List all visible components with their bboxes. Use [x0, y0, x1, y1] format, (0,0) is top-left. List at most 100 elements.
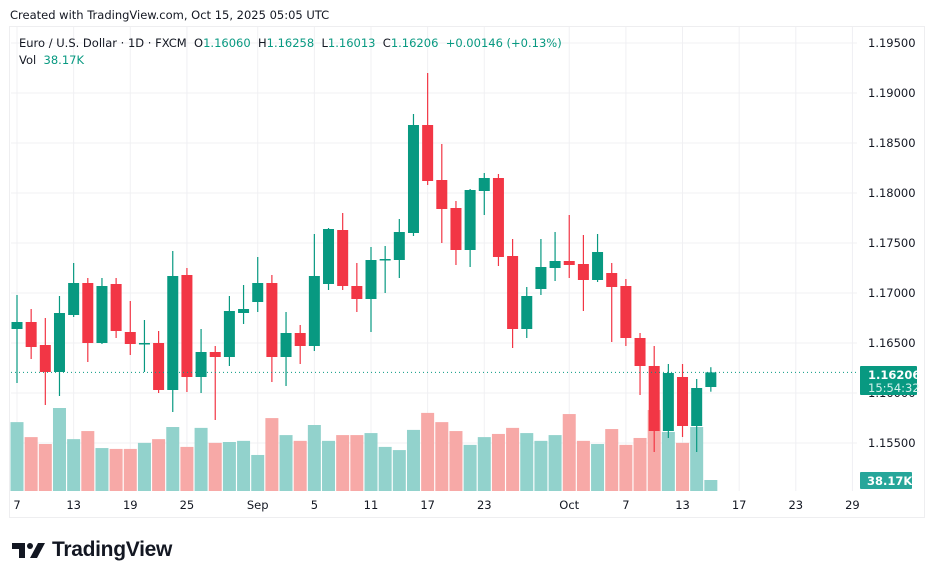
candle[interactable] [577, 235, 589, 311]
candle-body [563, 261, 575, 265]
volume-bar [123, 448, 137, 491]
candle[interactable] [280, 312, 292, 386]
candle[interactable] [238, 285, 250, 324]
candle[interactable] [351, 263, 363, 312]
time-axis: 7 13 19 25 Sep 5 11 17 23 Oct 7 13 17 23 29 [13, 498, 859, 512]
candle-body [294, 333, 306, 346]
candle[interactable] [563, 215, 575, 278]
volume-bar [67, 439, 81, 491]
candle[interactable] [407, 114, 419, 236]
candle-body [280, 333, 292, 357]
tradingview-logo[interactable]: TradingView [12, 538, 172, 562]
candle[interactable] [478, 173, 490, 215]
volume-badge: 38.17K [860, 472, 913, 489]
candle[interactable] [11, 295, 23, 383]
candle-body [39, 345, 51, 372]
time-tick-label: 17 [420, 498, 435, 512]
candle[interactable] [294, 325, 306, 364]
volume-bar [435, 422, 449, 491]
candle[interactable] [252, 257, 264, 312]
candle[interactable] [634, 333, 646, 395]
candle[interactable] [124, 301, 136, 355]
candle[interactable] [492, 174, 504, 266]
volume-line: Vol 38.17K [19, 52, 562, 69]
price-tick-label: 1.18500 [868, 136, 916, 150]
candle[interactable] [549, 232, 561, 281]
volume-bar [222, 442, 236, 491]
candle[interactable] [677, 364, 689, 437]
candle[interactable] [450, 201, 462, 265]
candle[interactable] [308, 234, 320, 351]
price-tick-label: 1.19500 [868, 36, 916, 50]
candle[interactable] [68, 263, 80, 317]
volume-bar [364, 433, 378, 491]
volume-bar [406, 429, 420, 491]
candle[interactable] [379, 246, 391, 293]
volume-bar [421, 412, 435, 491]
candle[interactable] [96, 278, 108, 344]
candle-body [68, 283, 80, 315]
candle[interactable] [648, 346, 660, 452]
volume-bar [506, 427, 520, 491]
candle[interactable] [691, 379, 703, 452]
volume-bar [180, 446, 194, 491]
volume-bar [562, 414, 576, 491]
time-tick-label: 5 [311, 498, 318, 512]
candle[interactable] [422, 73, 434, 185]
candle[interactable] [266, 275, 278, 382]
volume-bar [52, 408, 66, 491]
candle-body [620, 286, 632, 338]
candle-body [521, 296, 533, 329]
volume-bar [449, 431, 463, 491]
symbol-description[interactable]: Euro / U.S. Dollar · 1D · FXCM [19, 36, 187, 50]
volume-bar [322, 440, 336, 491]
candle[interactable] [662, 364, 674, 438]
candle[interactable] [138, 320, 150, 372]
candle[interactable] [167, 251, 179, 412]
candle[interactable] [195, 329, 207, 393]
candle[interactable] [53, 296, 65, 396]
price-tick-label: 1.16500 [868, 336, 916, 350]
candle-body [436, 180, 448, 209]
last-price-badge: 1.16206 15:54:32 [860, 366, 920, 395]
volume-bar [463, 444, 477, 491]
candle[interactable] [436, 144, 448, 243]
candle-body [252, 283, 264, 302]
candle-body [407, 125, 419, 233]
candle[interactable] [705, 367, 717, 392]
time-tick-label: 13 [66, 498, 81, 512]
candle[interactable] [507, 239, 519, 348]
candle[interactable] [620, 279, 632, 346]
candle[interactable] [110, 278, 122, 338]
volume-bar [576, 440, 590, 491]
candle[interactable] [153, 331, 165, 393]
candle-body [308, 276, 320, 346]
candle[interactable] [393, 219, 405, 278]
candle[interactable] [365, 247, 377, 332]
candle[interactable] [337, 213, 349, 290]
candle[interactable] [39, 318, 51, 405]
candle[interactable] [209, 346, 221, 420]
candle[interactable] [323, 228, 335, 290]
candle[interactable] [82, 278, 94, 362]
candle[interactable] [535, 239, 547, 295]
candle-body [167, 276, 179, 390]
volume-bars [10, 408, 718, 491]
time-tick-label: 11 [364, 498, 379, 512]
time-tick-label: 13 [675, 498, 690, 512]
volume-bar [534, 440, 548, 491]
candle[interactable] [181, 268, 193, 392]
candle[interactable] [25, 309, 37, 359]
candle[interactable] [464, 189, 476, 267]
candle[interactable] [521, 287, 533, 338]
volume-label: Vol [19, 53, 37, 67]
open-value: 1.16060 [203, 36, 251, 50]
volume-value: 38.17K [43, 53, 84, 67]
volume-bar [676, 442, 690, 491]
candle-body [592, 252, 604, 280]
candle[interactable] [223, 296, 235, 366]
candle[interactable] [606, 263, 618, 342]
candle[interactable] [592, 234, 604, 282]
volume-bar [704, 479, 718, 491]
